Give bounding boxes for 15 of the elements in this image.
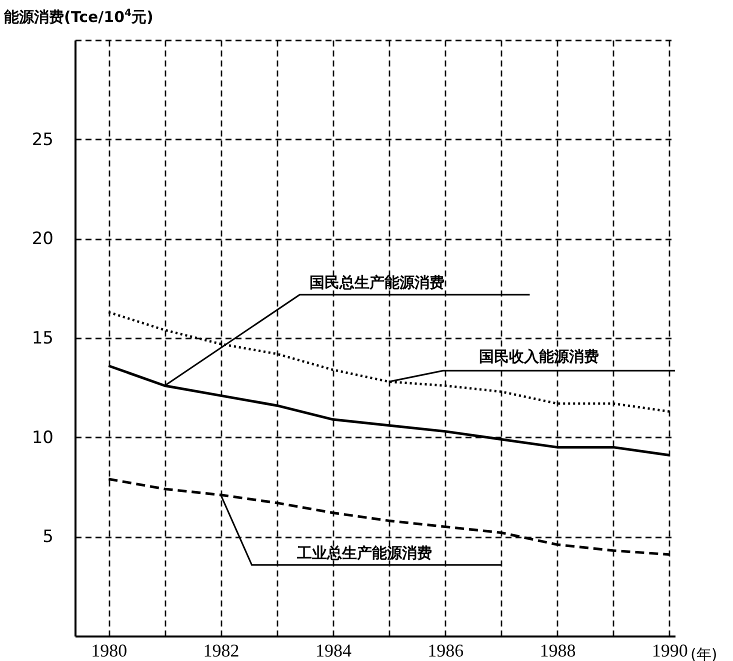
x-tick-label: 1988 — [540, 640, 576, 660]
y-tick-label: 20 — [32, 229, 54, 250]
y-tick-label: 10 — [32, 428, 54, 448]
y-tick-label: 5 — [42, 527, 54, 548]
x-tick-label: 1982 — [203, 640, 240, 660]
y-tick-label: 25 — [32, 130, 54, 150]
series-label: 工业总生产能源消费 — [296, 544, 432, 562]
x-tick-label: 1986 — [428, 640, 464, 660]
y-tick-label: 15 — [32, 328, 54, 348]
x-tick-label: 1984 — [315, 640, 352, 660]
y-axis-title: 能源消费(Tce/10$^{4}$元) — [4, 8, 154, 27]
x-tick-label: 1990 — [652, 640, 688, 660]
x-tick-label: 1980 — [91, 640, 128, 660]
series-label: 国民收入能源消费 — [479, 348, 600, 366]
text: 国民总生产能源消费 — [310, 274, 445, 292]
